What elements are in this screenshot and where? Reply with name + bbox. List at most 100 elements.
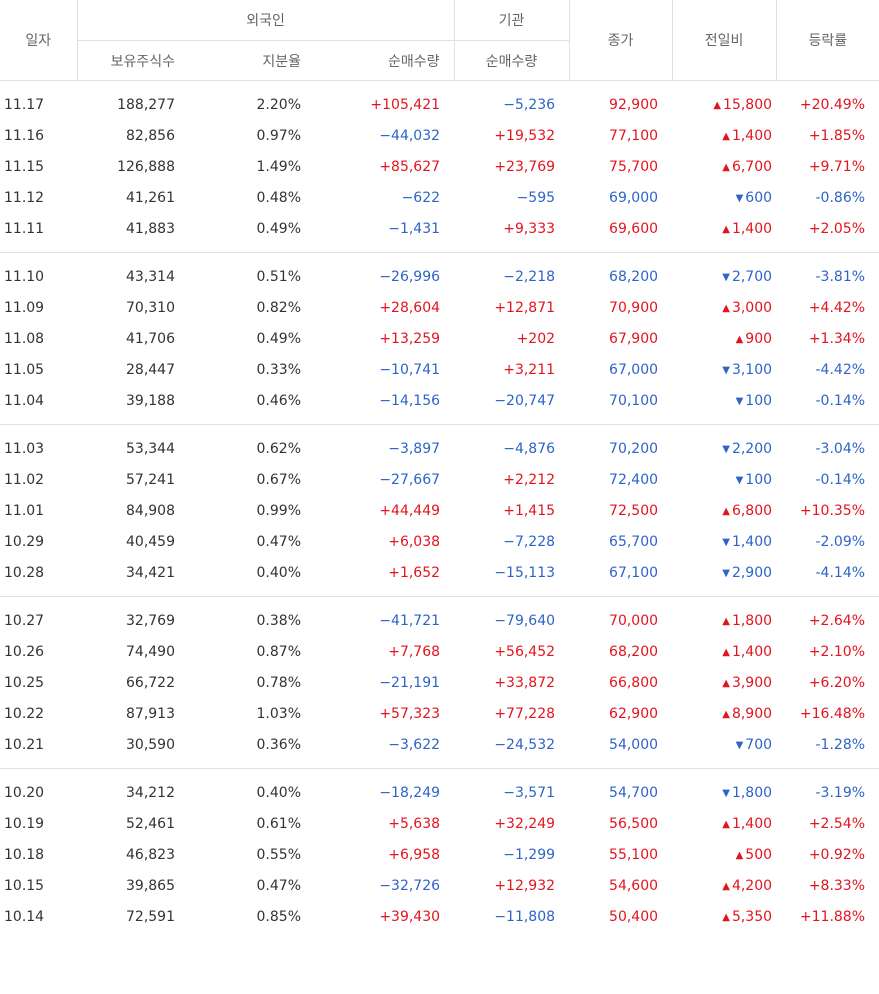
- table-row: 10.21 30,590 0.36% −3,622 −24,532 54,000 ▼ 700 -…: [0, 729, 879, 769]
- cell-ratio: 0.55%: [256, 846, 301, 863]
- cell-inst-net: +3,211: [503, 361, 556, 378]
- triangle-up-icon: ▲: [722, 505, 730, 517]
- cell-close: 65,700: [609, 533, 659, 550]
- cell-change: ▲ 900: [672, 323, 776, 354]
- cell-change: ▲ 500: [672, 839, 776, 870]
- cell-change: ▼ 2,900: [672, 557, 776, 597]
- cell-foreign-net: −27,667: [379, 471, 441, 488]
- table-row: 11.10 43,314 0.51% −26,996 −2,218 68,200 ▼ 2,70…: [0, 252, 879, 292]
- cell-date: 11.02: [4, 471, 45, 488]
- cell-inst-net: +9,333: [503, 220, 556, 237]
- header-foreign-net: 순매수량: [315, 40, 455, 81]
- change-value: 15,800: [723, 96, 773, 113]
- cell-date: 11.11: [4, 220, 45, 237]
- cell-change: ▲ 1,400: [672, 213, 776, 253]
- cell-holdings: 39,188: [126, 392, 175, 409]
- cell-ratio: 0.85%: [256, 908, 301, 925]
- cell-change: ▼ 700: [672, 729, 776, 769]
- cell-close: 56,500: [609, 815, 659, 832]
- table-header: 일자 외국인 기관 종가 전일비 등락률 보유주식수 지분율 순매수량 순매수량: [0, 0, 879, 81]
- cell-rate: -0.14%: [815, 471, 866, 488]
- cell-date: 10.27: [0, 596, 77, 636]
- table-row: 10.25 66,722 0.78% −21,191 +33,872 66,800 ▲ 3,9…: [0, 667, 879, 698]
- cell-change: ▲ 3,900: [672, 667, 776, 698]
- cell-inst-net: −2,218: [454, 252, 570, 292]
- cell-close: 68,200: [609, 643, 659, 660]
- header-institution: 기관: [454, 0, 570, 41]
- change-value: 2,200: [731, 440, 773, 457]
- cell-rate: +16.48%: [799, 705, 866, 722]
- triangle-up-icon: ▲: [722, 646, 730, 658]
- change-value: 2,700: [731, 268, 773, 285]
- cell-rate: +11.88%: [799, 908, 866, 925]
- cell-date: 11.01: [4, 502, 45, 519]
- cell-date: 11.12: [4, 189, 45, 206]
- cell-close: 69,600: [609, 220, 659, 237]
- cell-rate: +0.92%: [808, 846, 866, 863]
- cell-ratio: 0.47%: [256, 877, 301, 894]
- cell-date: 11.09: [4, 299, 45, 316]
- cell-date: 11.03: [0, 424, 77, 464]
- cell-close: 70,000: [569, 596, 673, 636]
- cell-ratio: 0.67%: [256, 471, 301, 488]
- cell-close: 62,900: [609, 705, 659, 722]
- cell-inst-net: +19,532: [494, 127, 556, 144]
- cell-inst-net: −24,532: [494, 736, 556, 753]
- change-value: 1,400: [731, 127, 773, 144]
- cell-inst-net: −11,808: [494, 908, 556, 925]
- change-value: 100: [745, 392, 773, 409]
- triangle-down-icon: ▼: [722, 364, 730, 376]
- cell-ratio: 0.46%: [256, 392, 301, 409]
- cell-inst-net: +56,452: [494, 643, 556, 660]
- cell-date: 10.18: [4, 846, 45, 863]
- change-value: 900: [745, 330, 773, 347]
- cell-ratio: 0.36%: [256, 736, 301, 753]
- header-date: 일자: [0, 0, 78, 81]
- cell-foreign-net: +7,768: [388, 643, 441, 660]
- cell-rate: +2.54%: [808, 815, 866, 832]
- triangle-up-icon: ▲: [722, 818, 730, 830]
- cell-holdings: 52,461: [126, 815, 175, 832]
- cell-holdings: 41,706: [126, 330, 175, 347]
- cell-foreign-net: −14,156: [379, 392, 441, 409]
- cell-foreign-net: −18,249: [315, 768, 455, 808]
- triangle-down-icon: ▼: [722, 271, 730, 283]
- cell-date: 11.05: [4, 361, 45, 378]
- cell-inst-net: +202: [516, 330, 556, 347]
- cell-holdings: 87,913: [126, 705, 175, 722]
- triangle-down-icon: ▼: [735, 395, 744, 407]
- cell-close: 54,600: [609, 877, 659, 894]
- cell-date: 10.19: [4, 815, 45, 832]
- cell-ratio: 1.49%: [256, 158, 301, 175]
- cell-ratio: 0.99%: [256, 502, 301, 519]
- cell-ratio: 2.20%: [256, 96, 301, 113]
- cell-foreign-net: +6,958: [388, 846, 441, 863]
- cell-foreign-net: −3,622: [388, 736, 441, 753]
- cell-foreign-net: −3,897: [315, 424, 455, 464]
- cell-close: 69,000: [609, 189, 659, 206]
- cell-rate: +1.85%: [808, 127, 866, 144]
- cell-rate: +20.49%: [799, 96, 866, 113]
- cell-rate: +10.35%: [799, 502, 866, 519]
- cell-change: ▼ 100: [672, 385, 776, 425]
- cell-foreign-net: +57,323: [379, 705, 441, 722]
- table-row: 10.20 34,212 0.40% −18,249 −3,571 54,700 ▼ 1,80…: [0, 768, 879, 808]
- cell-foreign-net: −1,431: [388, 220, 441, 237]
- table-row: 11.15 126,888 1.49% +85,627 +23,769 75,700 ▲ 6,…: [0, 151, 879, 182]
- cell-inst-net: +12,932: [494, 877, 556, 894]
- change-value: 1,800: [731, 784, 773, 801]
- triangle-down-icon: ▼: [722, 787, 730, 799]
- change-value: 3,100: [731, 361, 773, 378]
- change-value: 1,400: [731, 220, 773, 237]
- cell-ratio: 0.78%: [256, 674, 301, 691]
- table-row: 11.04 39,188 0.46% −14,156 −20,747 70,100 ▼ 100…: [0, 385, 879, 425]
- cell-date: 11.17: [4, 96, 45, 113]
- triangle-up-icon: ▲: [722, 223, 730, 235]
- cell-close: 70,100: [609, 392, 659, 409]
- triangle-up-icon: ▲: [722, 708, 730, 720]
- cell-change: ▲ 15,800: [672, 81, 776, 121]
- table-row: 10.15 39,865 0.47% −32,726 +12,932 54,600 ▲ 4,2…: [0, 870, 879, 901]
- triangle-up-icon: ▲: [722, 880, 730, 892]
- cell-close: 67,100: [609, 564, 659, 581]
- cell-foreign-net: +28,604: [379, 299, 441, 316]
